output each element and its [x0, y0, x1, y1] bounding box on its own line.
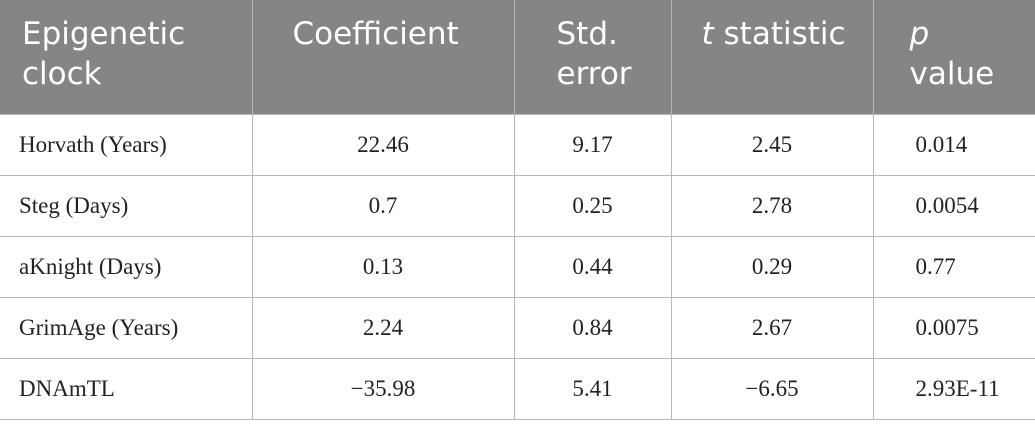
- header-coefficient: Coefficient: [252, 0, 515, 114]
- cell-clock: Horvath (Years): [0, 113, 253, 176]
- table-row: Steg (Days) 0.7 0.25 2.78 0.0054: [0, 175, 1035, 237]
- header-p-italic: p: [909, 16, 930, 52]
- cell-std-error: 0.84: [514, 297, 672, 359]
- header-t-rest: statistic: [713, 16, 846, 52]
- cell-clock: DNAmTL: [0, 358, 253, 420]
- header-std-error: Std. error: [514, 0, 672, 114]
- header-t-italic: t: [701, 16, 714, 52]
- cell-std-error: 0.25: [514, 175, 672, 237]
- cell-coefficient: 2.24: [252, 297, 515, 359]
- cell-coefficient: −35.98: [252, 358, 515, 420]
- cell-t-statistic: 2.45: [671, 113, 874, 176]
- cell-std-error: 9.17: [514, 113, 672, 176]
- cell-p-value: 0.014: [873, 113, 1035, 176]
- table-row: DNAmTL −35.98 5.41 −6.65 2.93E-11: [0, 358, 1035, 420]
- header-t-line: t statistic: [702, 14, 859, 54]
- header-se-line1: Std.: [556, 16, 618, 52]
- header-p-value: p value: [873, 0, 1035, 114]
- header-clock-line1: Epigenetic: [22, 16, 186, 52]
- table-row: GrimAge (Years) 2.24 0.84 2.67 0.0075: [0, 297, 1035, 359]
- header-row: Epigenetic clock Coefficient Std. error …: [0, 0, 1035, 114]
- cell-t-statistic: −6.65: [671, 358, 874, 420]
- cell-std-error: 5.41: [514, 358, 672, 420]
- cell-p-value: 0.0054: [873, 175, 1035, 237]
- header-clock-line2: clock: [22, 56, 102, 92]
- cell-coefficient: 0.7: [252, 175, 515, 237]
- header-epigenetic-clock: Epigenetic clock: [0, 0, 253, 114]
- header-se-line2: error: [556, 56, 632, 92]
- cell-p-value: 2.93E-11: [873, 358, 1035, 420]
- table-row: Horvath (Years) 22.46 9.17 2.45 0.014: [0, 113, 1035, 176]
- table-row: aKnight (Days) 0.13 0.44 0.29 0.77: [0, 236, 1035, 298]
- cell-p-value: 0.77: [873, 236, 1035, 298]
- cell-clock: GrimAge (Years): [0, 297, 253, 359]
- header-coefficient-label: Coefficient: [292, 16, 459, 52]
- cell-clock: Steg (Days): [0, 175, 253, 237]
- regression-results-table: Epigenetic clock Coefficient Std. error …: [0, 0, 1035, 420]
- header-p-line2: value: [909, 56, 995, 92]
- header-t-statistic: t statistic: [671, 0, 874, 114]
- cell-t-statistic: 2.67: [671, 297, 874, 359]
- cell-p-value: 0.0075: [873, 297, 1035, 359]
- cell-std-error: 0.44: [514, 236, 672, 298]
- cell-clock: aKnight (Days): [0, 236, 253, 298]
- cell-t-statistic: 2.78: [671, 175, 874, 237]
- cell-coefficient: 0.13: [252, 236, 515, 298]
- cell-coefficient: 22.46: [252, 113, 515, 176]
- cell-t-statistic: 0.29: [671, 236, 874, 298]
